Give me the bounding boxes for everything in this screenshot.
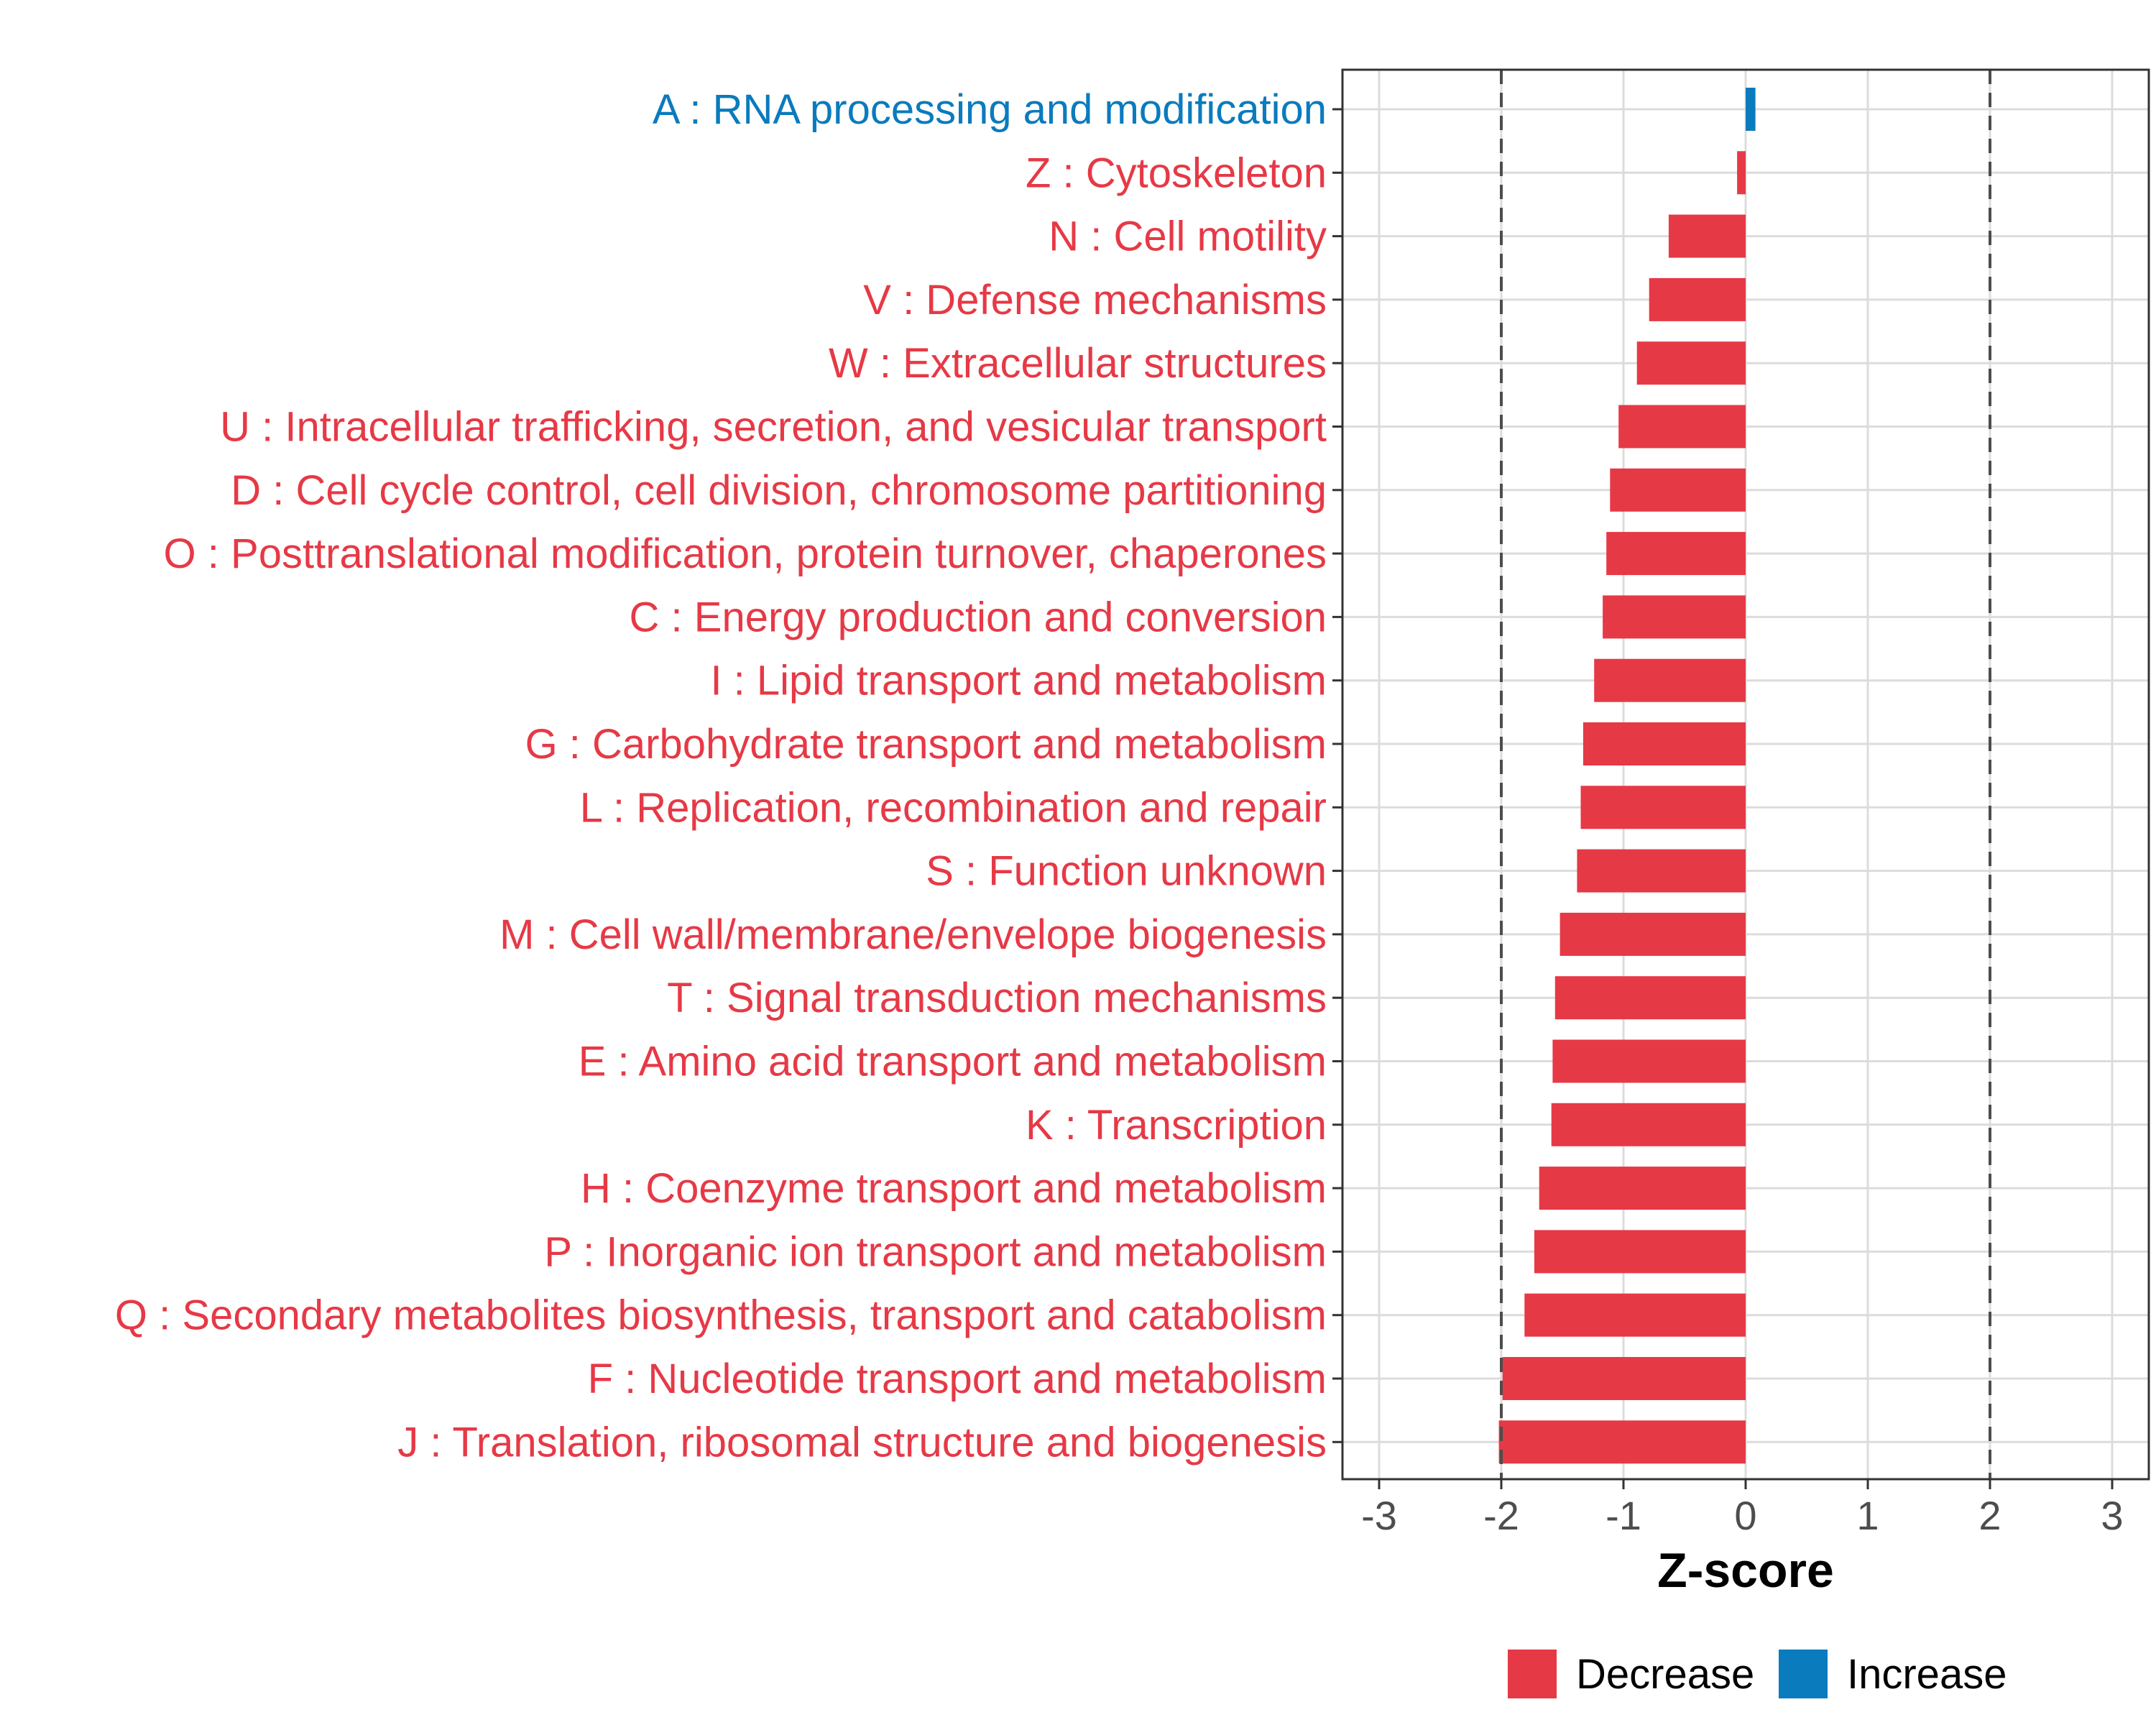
- category-label: F : Nucleotide transport and metabolism: [588, 1356, 1327, 1402]
- legend-label-decrease: Decrease: [1576, 1651, 1754, 1698]
- bar-u: [1618, 405, 1746, 448]
- category-label: K : Transcription: [1026, 1102, 1327, 1149]
- x-tick-label: 2: [1978, 1493, 2001, 1538]
- bar-h: [1539, 1167, 1746, 1210]
- legend-label-increase: Increase: [1847, 1651, 2007, 1698]
- category-label: J : Translation, ribosomal structure and…: [397, 1419, 1327, 1466]
- legend-key-decrease: [1508, 1650, 1557, 1698]
- bar-j: [1498, 1420, 1746, 1464]
- category-label: L : Replication, recombination and repai…: [580, 784, 1327, 831]
- category-label: U : Intracellular trafficking, secretion…: [220, 404, 1327, 451]
- bar-w: [1636, 341, 1746, 385]
- x-axis-title: Z-score: [1657, 1543, 1834, 1598]
- bar-i: [1594, 658, 1746, 702]
- category-label: H : Coenzyme transport and metabolism: [581, 1165, 1327, 1212]
- category-label: V : Defense mechanisms: [863, 277, 1327, 323]
- category-label: E : Amino acid transport and metabolism: [579, 1039, 1327, 1085]
- bar-l: [1580, 786, 1746, 829]
- bar-c: [1603, 595, 1746, 639]
- category-label: Q : Secondary metabolites biosynthesis, …: [115, 1292, 1327, 1339]
- x-tick-label: 1: [1856, 1493, 1879, 1538]
- y-axis: A : RNA processing and modification Z : C…: [115, 86, 1342, 1466]
- category-label: M : Cell wall/membrane/envelope biogenes…: [499, 911, 1327, 958]
- reference-line-layer: [1500, 70, 1991, 1479]
- bar-p: [1534, 1230, 1746, 1274]
- bar-a: [1746, 88, 1756, 131]
- category-label: O : Posttranslational modification, prot…: [164, 530, 1327, 577]
- bar-v: [1649, 277, 1746, 321]
- category-label: T : Signal transduction mechanisms: [667, 975, 1327, 1021]
- bar-layer: [1498, 88, 1756, 1464]
- category-label: G : Carbohydrate transport and metabolis…: [525, 721, 1327, 768]
- category-label: C : Energy production and conversion: [630, 594, 1327, 640]
- bar-o: [1606, 532, 1746, 576]
- bar-k: [1551, 1103, 1746, 1146]
- bar-z: [1737, 151, 1746, 195]
- x-tick-label: -2: [1483, 1493, 1519, 1538]
- legend-key-increase: [1779, 1650, 1828, 1698]
- category-label: I : Lipid transport and metabolism: [710, 658, 1327, 704]
- category-label: A : RNA processing and modification: [653, 86, 1327, 133]
- category-label: Z : Cytoskeleton: [1026, 150, 1327, 196]
- category-label: D : Cell cycle control, cell division, c…: [231, 467, 1327, 514]
- bar-s: [1577, 849, 1746, 893]
- bar-g: [1583, 722, 1746, 765]
- category-label: W : Extracellular structures: [829, 340, 1327, 387]
- category-label: P : Inorganic ion transport and metaboli…: [544, 1228, 1327, 1275]
- legend: Decrease Increase: [1508, 1650, 2007, 1698]
- x-tick-label: 3: [2101, 1493, 2123, 1538]
- x-axis: -3 -2 -1 0 1 2 3: [1361, 1479, 2124, 1538]
- x-tick-label: 0: [1734, 1493, 1756, 1538]
- x-tick-label: -3: [1361, 1493, 1397, 1538]
- bar-d: [1610, 468, 1746, 512]
- bar-f: [1502, 1357, 1746, 1400]
- bar-m: [1560, 912, 1746, 956]
- bar-q: [1524, 1293, 1746, 1337]
- category-label: N : Cell motility: [1049, 213, 1327, 260]
- bar-e: [1552, 1039, 1746, 1083]
- bar-n: [1668, 214, 1746, 258]
- bar-t: [1554, 976, 1746, 1020]
- x-tick-label: -1: [1606, 1493, 1641, 1538]
- category-label: S : Function unknown: [926, 848, 1327, 895]
